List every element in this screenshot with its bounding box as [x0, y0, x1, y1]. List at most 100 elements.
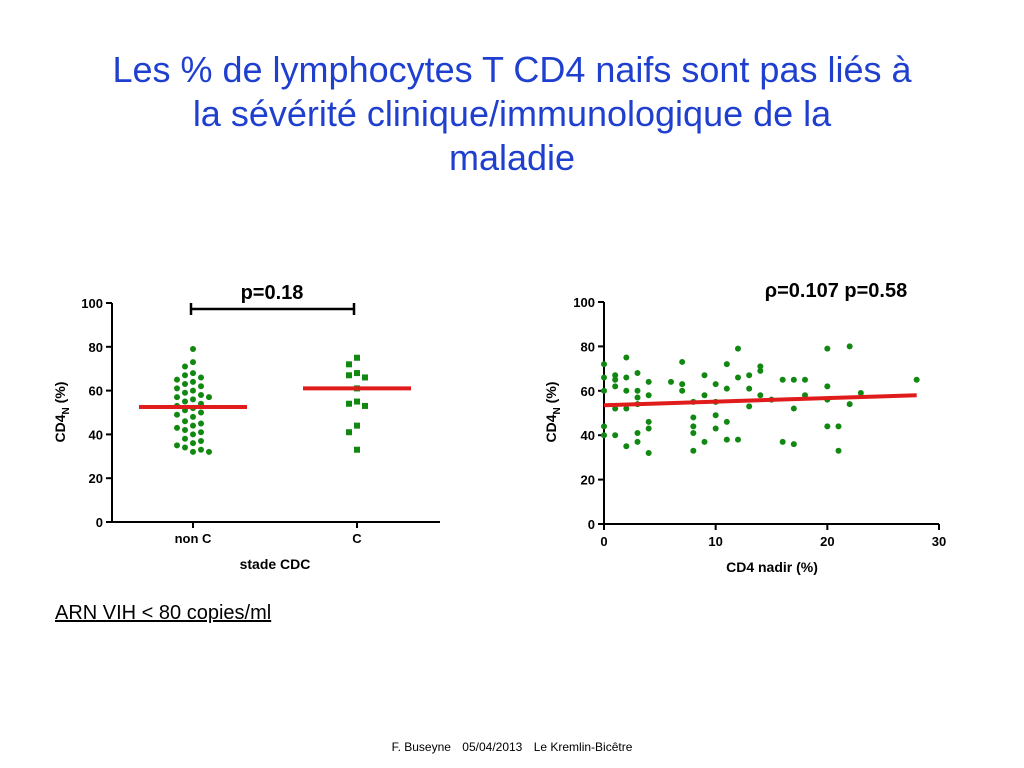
- data-point-c: [346, 400, 352, 407]
- data-point: [623, 405, 630, 412]
- data-point: [701, 392, 708, 399]
- data-point: [612, 405, 619, 412]
- data-point: [757, 367, 764, 374]
- data-point-non-c: [182, 444, 188, 451]
- data-point-c: [346, 429, 352, 436]
- data-point-non-c: [182, 398, 188, 405]
- data-point: [757, 363, 764, 370]
- data-point: [612, 372, 619, 379]
- x-category-label: non C: [175, 531, 212, 546]
- data-point-non-c: [190, 431, 196, 438]
- data-point: [679, 358, 686, 365]
- y-tick-label: 100: [81, 296, 103, 311]
- data-point-non-c: [190, 396, 196, 403]
- data-point-non-c: [198, 391, 204, 398]
- data-point: [623, 354, 630, 361]
- data-point-non-c: [198, 374, 204, 381]
- data-point: [857, 390, 864, 397]
- data-point-non-c: [174, 394, 180, 401]
- data-point-non-c: [182, 435, 188, 442]
- data-point-non-c: [198, 409, 204, 416]
- data-point: [634, 394, 641, 401]
- data-point: [712, 381, 719, 388]
- y-tick-label: 60: [581, 384, 595, 399]
- data-point-non-c: [198, 437, 204, 444]
- data-point: [913, 376, 920, 383]
- y-tick-label: 20: [89, 471, 103, 486]
- data-point: [802, 376, 808, 383]
- data-point-non-c: [174, 411, 180, 418]
- data-point: [701, 372, 708, 379]
- y-tick-label: 100: [573, 295, 595, 310]
- data-point-non-c: [190, 422, 196, 429]
- data-point: [690, 414, 697, 421]
- y-axis-label: CD4N (%): [543, 382, 563, 443]
- regression-line: [603, 393, 917, 408]
- chart-right-cd4-nadir: 0 20 40 60 80 100 0 10 20 30 CD4 nadir (%) CD4N (%)…: [543, 280, 946, 575]
- data-point: [601, 432, 607, 439]
- data-point: [723, 361, 730, 368]
- x-tick-label: 20: [820, 534, 834, 549]
- data-point: [623, 387, 630, 394]
- data-point-non-c: [190, 345, 196, 352]
- data-point: [846, 343, 853, 350]
- y-axis-label-subscript: N: [552, 407, 563, 414]
- data-point: [757, 392, 764, 399]
- data-point: [634, 429, 641, 436]
- footer-date: 05/04/2013: [462, 740, 523, 754]
- y-tick-label: 40: [581, 428, 595, 443]
- y-axis-label-unit: (%): [52, 382, 68, 408]
- data-point-non-c: [198, 429, 204, 436]
- data-point-non-c: [198, 420, 204, 427]
- data-point-non-c: [182, 381, 188, 388]
- data-point-non-c: [198, 383, 204, 390]
- correlation-annotation: ρ=0.107 p=0.58: [765, 280, 907, 302]
- y-tick-label: 20: [581, 473, 595, 488]
- data-point: [645, 449, 652, 456]
- data-point: [645, 392, 652, 399]
- x-tick-label: 10: [708, 534, 722, 549]
- data-point: [612, 432, 619, 439]
- data-point: [712, 425, 719, 432]
- data-point: [645, 418, 652, 425]
- data-point: [634, 438, 641, 445]
- data-point: [612, 376, 619, 383]
- x-axis-label: stade CDC: [240, 556, 311, 572]
- data-point: [746, 403, 753, 410]
- data-point: [679, 387, 686, 394]
- data-point-non-c: [174, 385, 180, 392]
- y-tick-label: 60: [89, 384, 103, 399]
- data-point: [645, 425, 652, 432]
- x-tick-label: 30: [932, 534, 946, 549]
- data-point-c: [362, 402, 368, 409]
- footer-author: F. Buseyne: [391, 740, 451, 754]
- data-point: [735, 345, 741, 352]
- data-point: [824, 383, 831, 390]
- data-point-non-c: [182, 389, 188, 396]
- data-point-non-c: [190, 448, 196, 455]
- title-line: la sévérité clinique/immunologique de la: [192, 93, 832, 134]
- data-point-c: [346, 361, 352, 368]
- data-point-non-c: [190, 440, 196, 447]
- data-point-non-c: [206, 448, 212, 455]
- data-point: [746, 372, 753, 379]
- title-line: Les % de lymphocytes T CD4 naifs sont pa…: [112, 49, 912, 90]
- data-point: [824, 423, 831, 430]
- data-point: [623, 443, 630, 450]
- footer: F. Buseyne 05/04/2013 Le Kremlin-Bicêtre: [0, 740, 1024, 754]
- slide-title: Les % de lymphocytes T CD4 naifs sont pa…: [40, 48, 984, 180]
- data-point: [634, 387, 641, 394]
- y-axis-label: CD4N (%): [52, 382, 72, 443]
- data-point: [723, 436, 730, 443]
- data-point: [601, 374, 607, 381]
- y-tick-label: 0: [96, 515, 103, 530]
- title-line: maladie: [448, 137, 576, 178]
- data-point: [746, 385, 753, 392]
- data-point: [835, 423, 842, 430]
- data-point-non-c: [182, 427, 188, 434]
- data-point-non-c: [182, 372, 188, 379]
- data-point-non-c: [190, 387, 196, 394]
- data-point-non-c: [174, 424, 180, 431]
